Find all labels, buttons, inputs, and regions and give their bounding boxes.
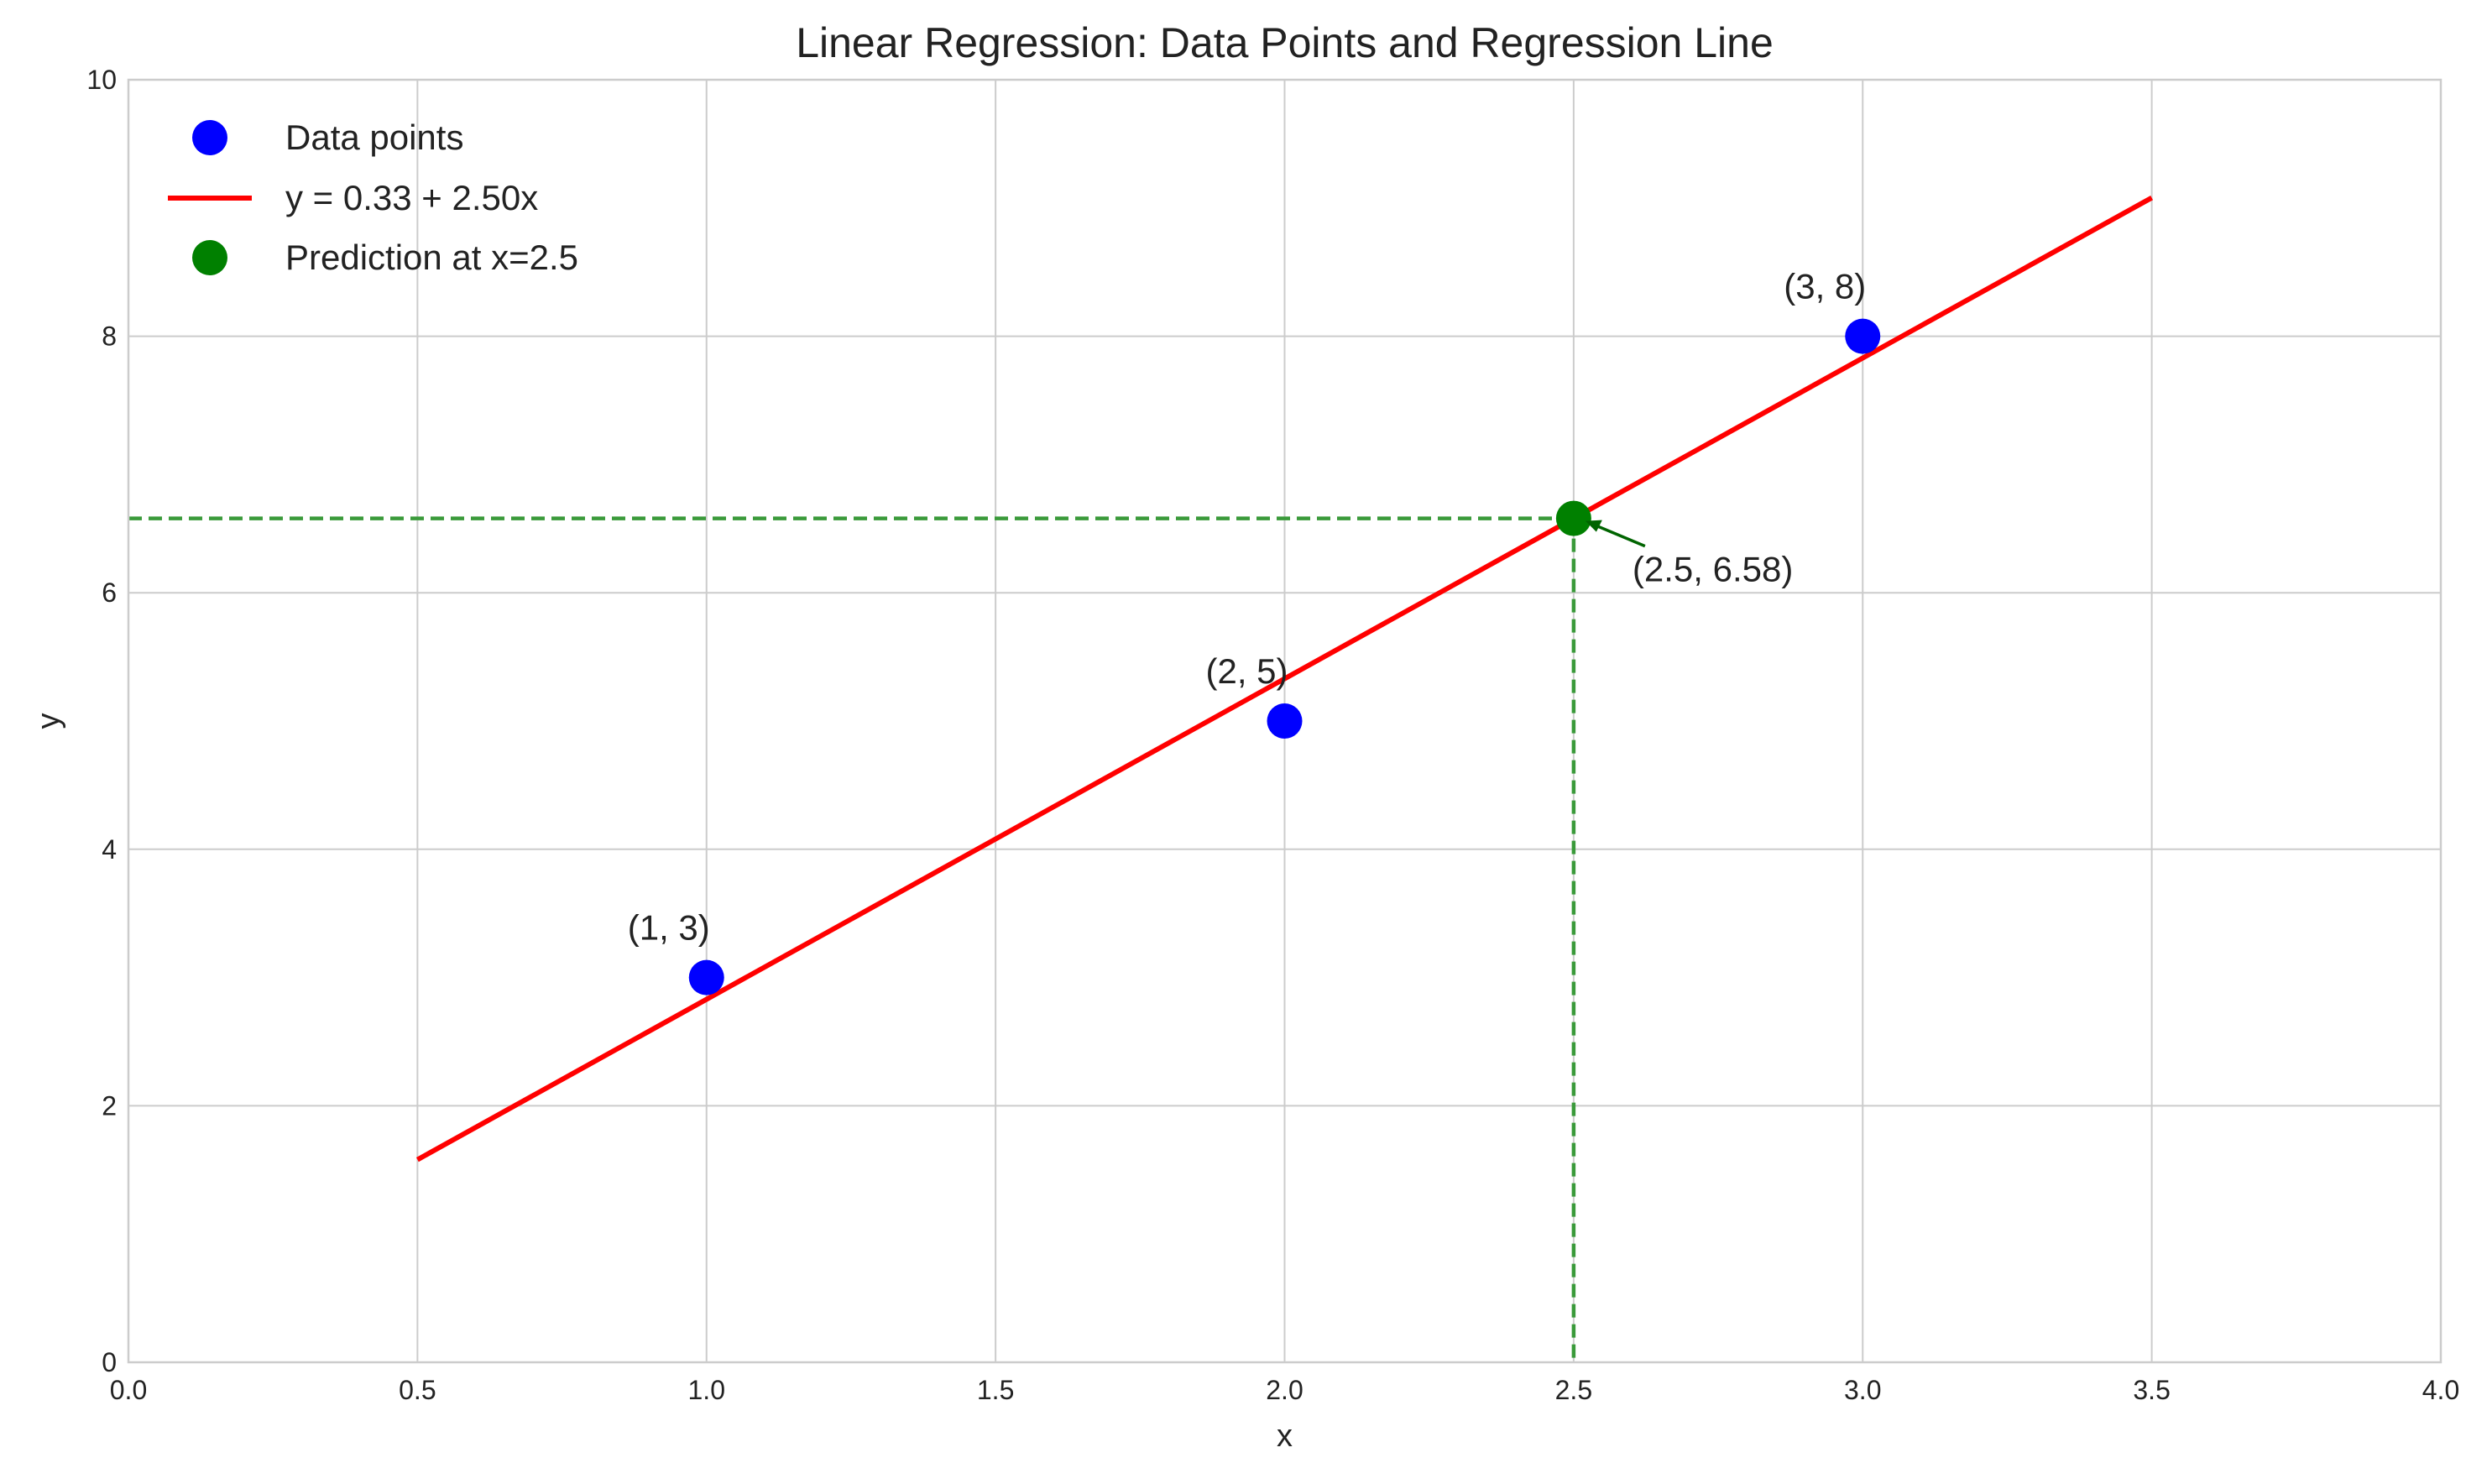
plot-frame [127,78,2442,1364]
reference-lines [128,516,1576,1362]
x-tick-label: 3.5 [2133,1375,2170,1405]
legend-marker-swatch [192,240,227,275]
y-tick-label: 6 [102,577,117,608]
legend-entry-label: Prediction at x=2.5 [285,238,578,277]
x-tick-label: 2.0 [1266,1375,1303,1405]
x-tick-label: 1.0 [688,1375,725,1405]
data-point-label: (2, 5) [1205,651,1288,691]
x-tick-label: 0.0 [110,1375,147,1405]
data-point-label: (1, 3) [628,908,710,948]
x-axis-label: x [1277,1419,1293,1454]
data-point-layer [688,318,1881,995]
y-tick-label: 10 [86,65,117,95]
y-tick-label: 8 [102,321,117,352]
axes: 0.0 0.5 1.0 1.5 2.0 2.5 3.0 3.5 4.0 0 2 4 6 8 10 [86,65,2459,1405]
regression-line-layer [415,195,2154,1163]
data-point [688,959,724,995]
y-tick-label: 2 [102,1090,117,1121]
regression-line [415,195,2154,1163]
x-tick-label: 4.0 [2422,1375,2459,1405]
legend-entry-label: Data points [285,118,463,157]
data-point [1267,703,1303,739]
y-tick-label: 0 [102,1347,117,1377]
legend-entry-label: y = 0.33 + 2.50x [285,178,538,217]
legend-marker-swatch [192,120,227,155]
data-point [1845,318,1881,354]
prediction-point [1555,500,1591,536]
x-tick-label: 1.5 [977,1375,1014,1405]
data-point-label: (3, 8) [1784,267,1866,306]
chart-title: Linear Regression: Data Points and Regre… [796,19,1774,66]
prediction-label: (2.5, 6.58) [1633,550,1793,589]
legend: Data points y = 0.33 + 2.50x Prediction at… [168,118,578,277]
y-axis-label: y [31,713,66,729]
x-tick-label: 3.0 [1844,1375,1881,1405]
annotation-arrowhead [1585,520,1602,532]
annotation-layer: (1, 3) (2, 5) (3, 8) (2.5, 6.58) [628,267,1867,948]
x-tick-label: 0.5 [399,1375,436,1405]
y-tick-label: 4 [102,834,117,865]
x-tick-label: 2.5 [1555,1375,1592,1405]
